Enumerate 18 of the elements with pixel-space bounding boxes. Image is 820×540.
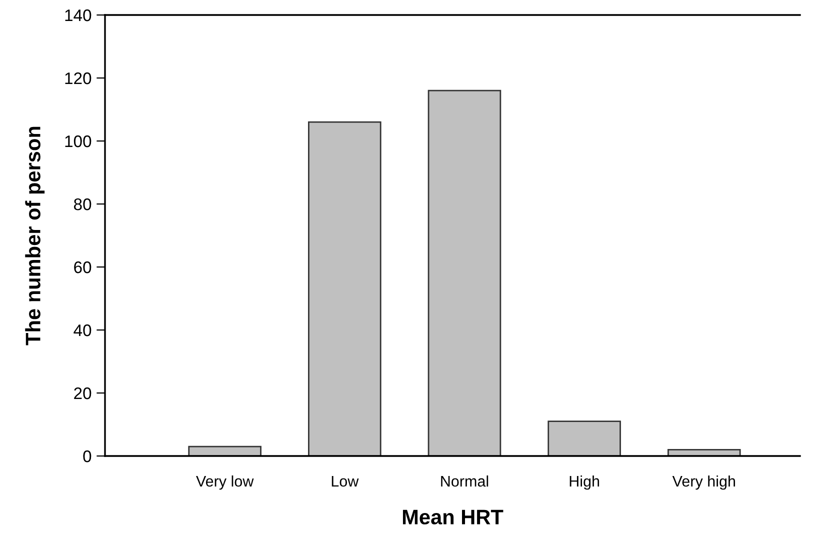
bar [428, 90, 502, 456]
y-tick-label: 140 [65, 9, 92, 22]
y-tick-label: 80 [74, 198, 92, 210]
x-tick-label: Normal [441, 475, 488, 487]
y-tick-label: 100 [65, 135, 92, 148]
x-tick-label: Low [332, 476, 359, 487]
y-tick-label: 20 [74, 387, 92, 400]
x-axis-title: Mean HRT [402, 510, 504, 524]
x-tick-label: Very low [196, 475, 254, 490]
y-tick-label: 120 [65, 72, 92, 84]
y-tick-label: 60 [74, 261, 92, 274]
x-tick-label: High [570, 475, 600, 490]
y-tick-label: 0 [83, 450, 92, 462]
x-tick-label: Very high [672, 475, 735, 490]
bar [548, 420, 621, 456]
bar [308, 121, 382, 456]
y-tick-label: 40 [74, 324, 92, 336]
y-axis-title: The number of person [25, 126, 45, 346]
